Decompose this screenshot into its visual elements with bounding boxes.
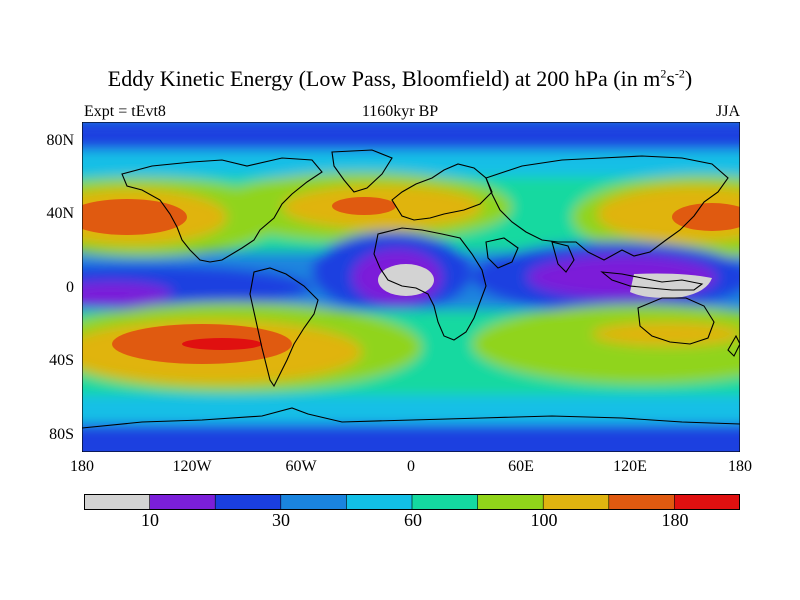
y-tick-80n: 80N xyxy=(46,132,74,149)
colorbar-swatch xyxy=(542,494,610,510)
title-main: Eddy Kinetic Energy (Low Pass, Bloomfiel… xyxy=(107,66,661,91)
x-tick-180e: 180 xyxy=(728,458,752,475)
x-tick-0: 0 xyxy=(407,458,415,475)
map-title: Eddy Kinetic Energy (Low Pass, Bloomfiel… xyxy=(0,66,800,92)
season-label: JJA xyxy=(715,103,740,120)
colorbar-label-180: 180 xyxy=(661,510,689,530)
colorbar-swatch xyxy=(149,494,216,510)
x-tick-180w: 180 xyxy=(70,458,94,475)
title-sup-2: -2 xyxy=(674,66,685,81)
title-end: ) xyxy=(684,66,693,91)
colorbar-swatch xyxy=(477,494,545,510)
colorbar-swatch xyxy=(608,494,676,510)
colorbar-swatch xyxy=(674,494,740,510)
eke-map xyxy=(82,122,740,452)
colorbar-swatch xyxy=(214,494,282,510)
y-tick-0: 0 xyxy=(66,279,74,296)
y-tick-80s: 80S xyxy=(49,426,74,443)
colorbar-swatch xyxy=(411,494,479,510)
experiment-label: Expt = tEvt8 xyxy=(84,103,166,120)
x-tick-120e: 120E xyxy=(613,458,647,475)
coastlines xyxy=(82,149,740,429)
colorbar-label-100: 100 xyxy=(530,510,558,530)
time-label: 1160kyr BP xyxy=(361,103,439,120)
x-tick-120w: 120W xyxy=(172,458,212,475)
colorbar-label-10: 10 xyxy=(141,510,159,530)
colorbar xyxy=(84,494,740,510)
colorbar-swatch xyxy=(346,494,413,510)
colorbar-label-30: 30 xyxy=(272,510,290,530)
nh-pacific-max xyxy=(82,199,187,235)
x-tick-60w: 60W xyxy=(285,458,317,475)
nh-east-pacific-max xyxy=(672,203,740,231)
title-mid: s xyxy=(666,66,675,91)
colorbar-label-60: 60 xyxy=(404,510,422,530)
y-tick-40s: 40S xyxy=(49,352,74,369)
title-sup-1: 2 xyxy=(660,66,667,81)
nh-atlantic-max xyxy=(332,197,396,215)
x-tick-60e: 60E xyxy=(508,458,534,475)
y-tick-40n: 40N xyxy=(46,205,74,222)
colorbar-swatch xyxy=(280,494,348,510)
sh-pacific-core xyxy=(182,338,262,350)
colorbar-swatch xyxy=(84,494,151,510)
atlantic-min xyxy=(378,264,434,296)
